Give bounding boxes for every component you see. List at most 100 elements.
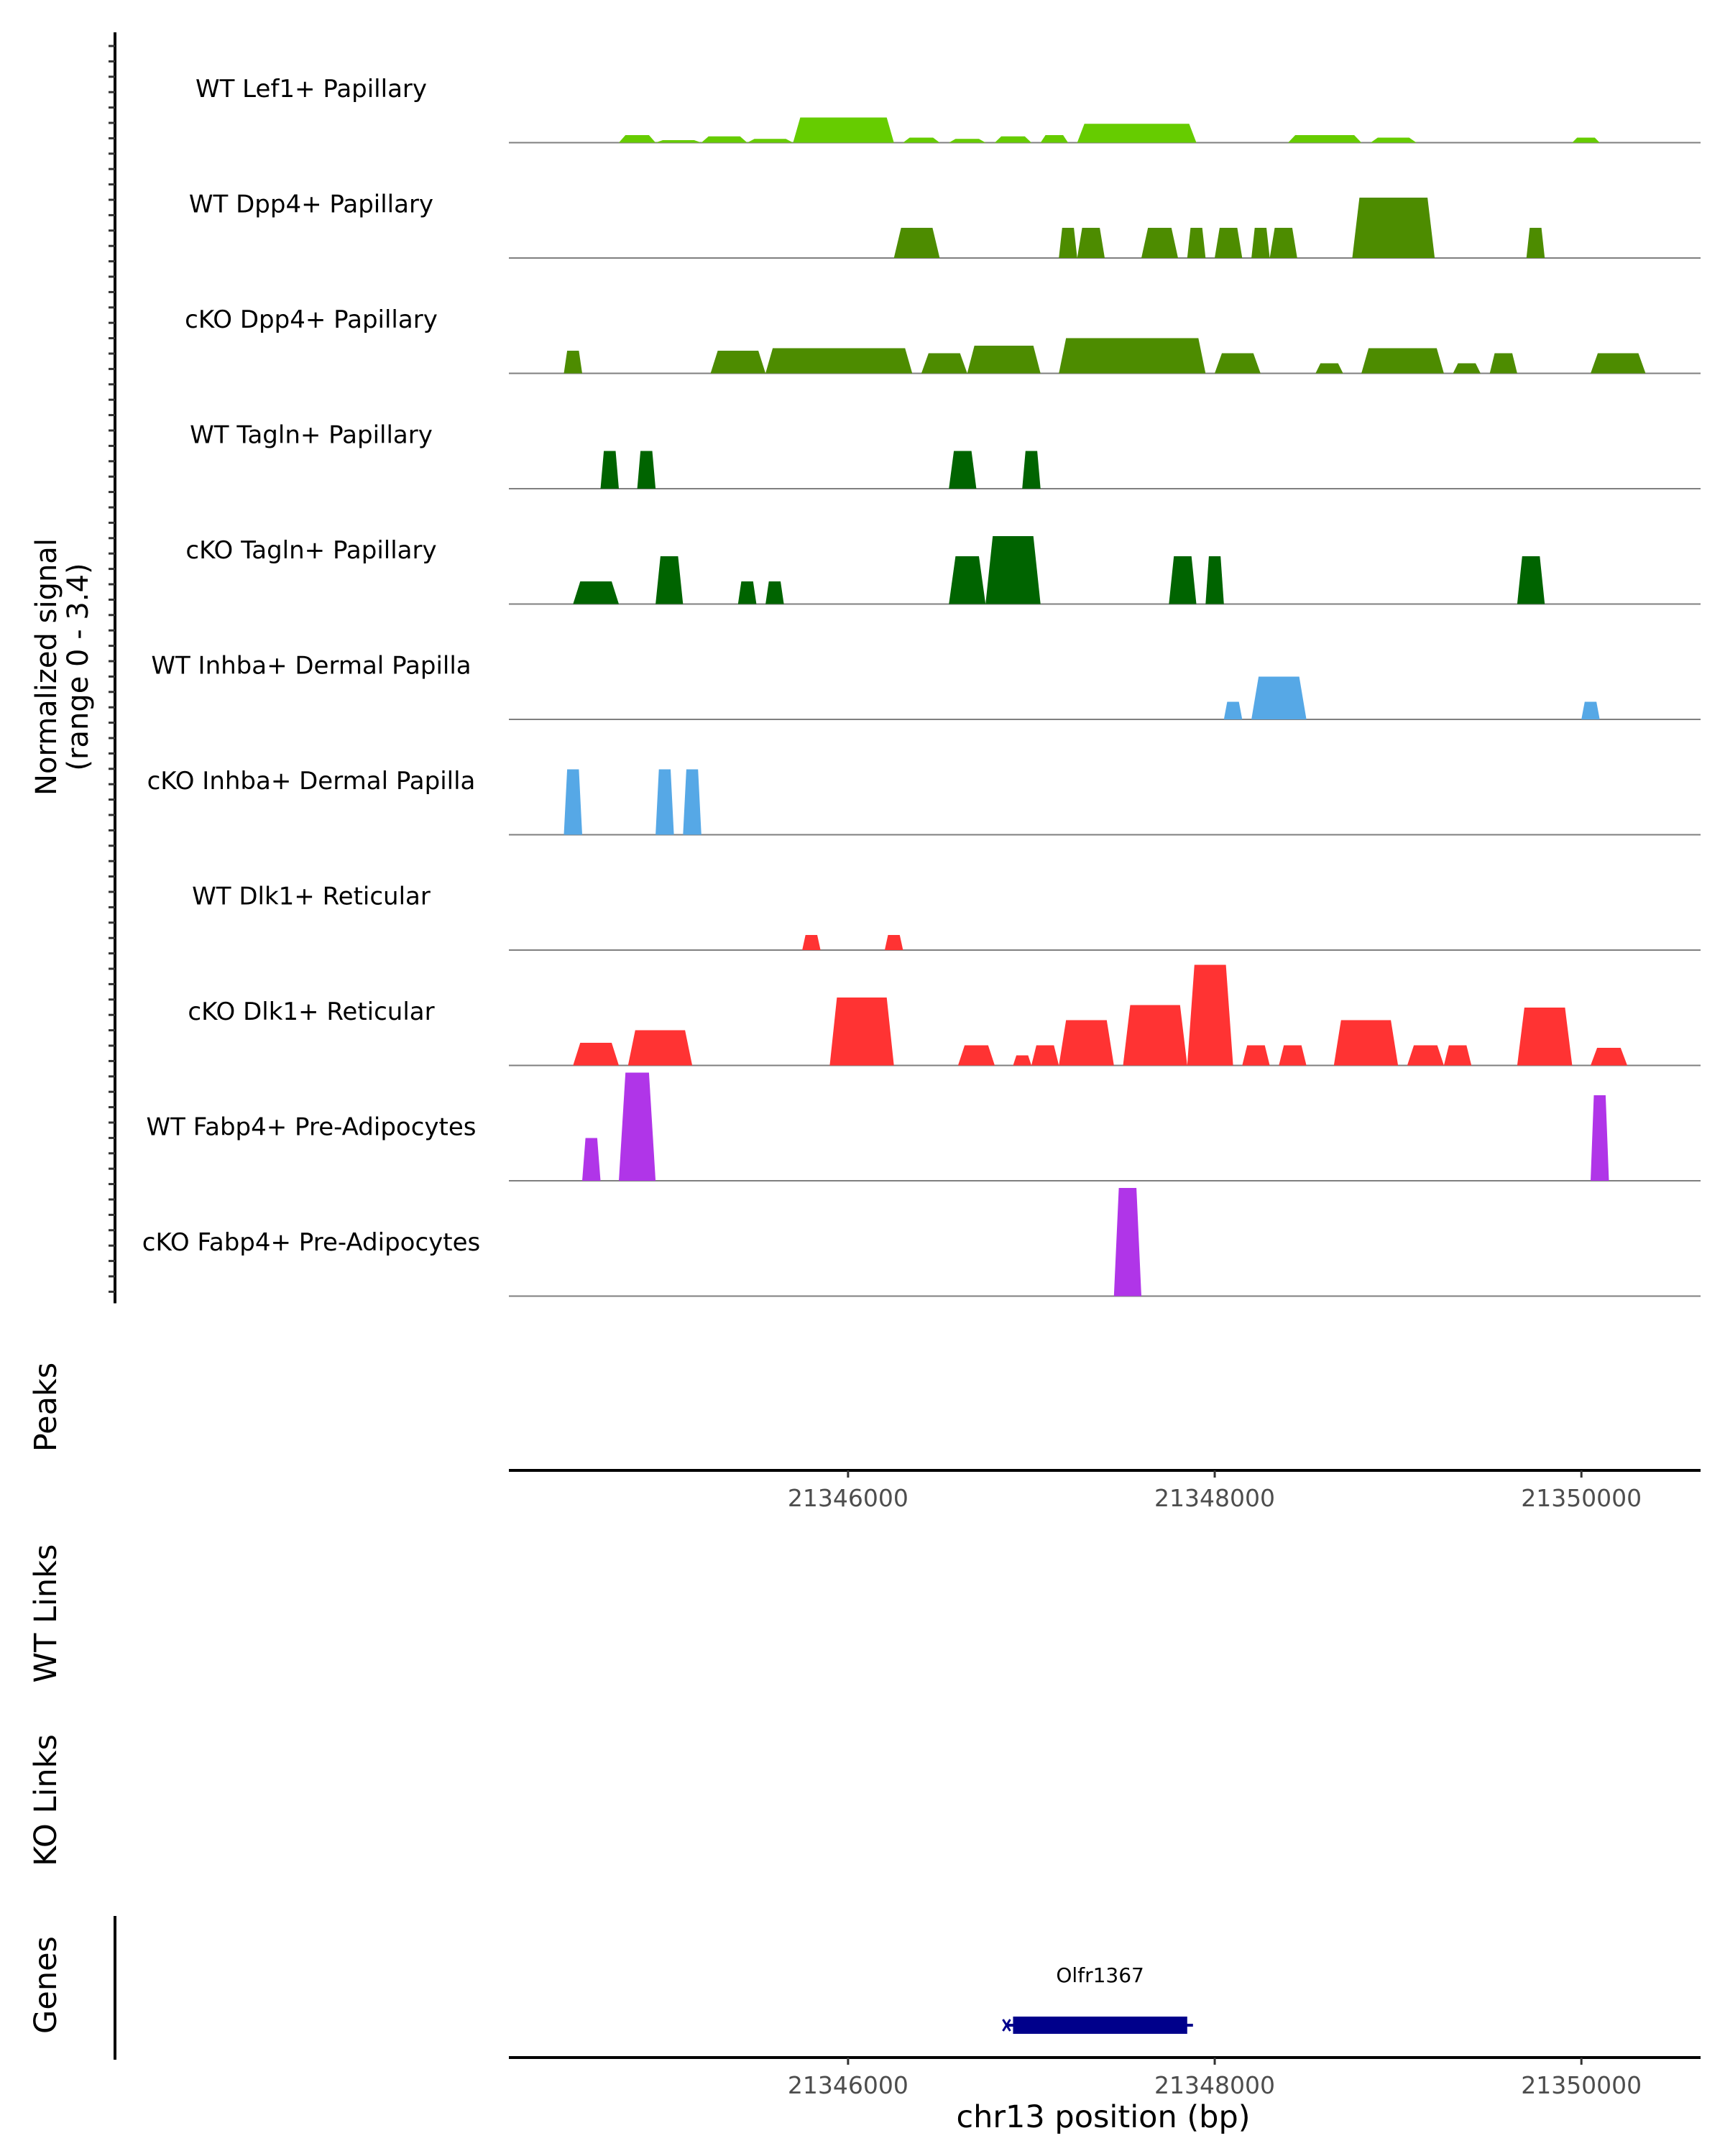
x-tick-label: 21350000 — [1521, 2071, 1642, 2099]
track-8: WT Dlk1+ Reticular — [192, 883, 1701, 951]
coverage-peak — [582, 1138, 601, 1181]
coverage-peak — [573, 581, 619, 604]
coverage-peak — [1279, 1045, 1307, 1066]
coverage-peak — [1572, 137, 1600, 143]
coverage-peak — [1059, 1020, 1114, 1066]
coverage-peak — [995, 136, 1031, 143]
coverage-peak — [637, 451, 656, 489]
track-label: cKO Dlk1+ Reticular — [188, 998, 434, 1026]
coverage-peak — [1269, 228, 1297, 258]
coverage-peak — [893, 228, 940, 258]
coverage-peak — [949, 556, 986, 604]
track-label: WT Inhba+ Dermal Papilla — [151, 652, 471, 681]
coverage-peak — [1581, 701, 1600, 719]
track-label: cKO Dpp4+ Papillary — [185, 305, 438, 334]
coverage-peak — [1251, 228, 1270, 258]
coverage-peak — [573, 1043, 619, 1066]
x-tick-label: 21346000 — [788, 1484, 908, 1512]
coverage-y-axis — [109, 32, 116, 1304]
coverage-peak — [1517, 1008, 1573, 1066]
coverage-peak — [1361, 348, 1444, 374]
coverage-peak — [1013, 1055, 1031, 1066]
gene-label: Olfr1367 — [1056, 1963, 1144, 1987]
coverage-peak — [1251, 676, 1307, 719]
coverage-peak — [1187, 228, 1206, 258]
coverage-peak — [884, 935, 903, 950]
coverage-peak — [1187, 964, 1233, 1066]
coverage-peak — [1169, 556, 1197, 604]
coverage-peak — [1141, 228, 1178, 258]
coverage-peak — [957, 1045, 995, 1066]
track-11: cKO Fabp4+ Pre-Adipocytes — [142, 1188, 1701, 1297]
coverage-peak — [1591, 1095, 1609, 1181]
coverage-peak — [1591, 1048, 1627, 1066]
x-tick-label: 21348000 — [1154, 1484, 1275, 1512]
track-5: cKO Tagln+ Papillary — [185, 536, 1701, 605]
coverage-peak — [1022, 451, 1041, 489]
x-axis-label: chr13 position (bp) — [956, 2099, 1250, 2135]
coverage-peak — [985, 536, 1041, 604]
track-label: cKO Inhba+ Dermal Papilla — [147, 767, 476, 796]
track-2: WT Dpp4+ Papillary — [189, 190, 1701, 259]
coverage-peak — [1223, 701, 1243, 719]
track-9: cKO Dlk1+ Reticular — [188, 964, 1701, 1067]
coverage-peak — [793, 117, 894, 143]
coverage-peak — [1370, 137, 1417, 143]
track-4: WT Tagln+ Papillary — [190, 421, 1701, 489]
coverage-peak — [1453, 363, 1481, 374]
coverage-peak — [1215, 353, 1261, 374]
coverage-peak — [1242, 1045, 1270, 1066]
coverage-peak — [1077, 124, 1197, 143]
coverage-ylabel: Normalized signal — [30, 538, 63, 796]
coverage-peak — [1077, 228, 1105, 258]
coverage-peak — [1059, 338, 1206, 374]
coverage-peak — [600, 451, 619, 489]
track-7: cKO Inhba+ Dermal Papilla — [147, 767, 1701, 836]
track-label: WT Tagln+ Papillary — [190, 421, 433, 450]
coverage-peak — [829, 998, 894, 1066]
coverage-peak — [1215, 228, 1243, 258]
coverage-peak — [564, 769, 582, 835]
coverage-peak — [967, 346, 1041, 374]
coverage-peak — [1205, 556, 1224, 604]
coverage-peak — [656, 769, 674, 835]
coverage-peak — [1315, 363, 1343, 374]
x-tick-label: 21350000 — [1521, 1484, 1642, 1512]
coverage-peak — [903, 137, 940, 143]
coverage-peak — [1123, 1005, 1187, 1066]
coverage-peak — [1517, 556, 1545, 604]
track-10: WT Fabp4+ Pre-Adipocytes — [147, 1072, 1701, 1181]
x-axes: 21346000 21348000 21350000 21346000 21348000… — [509, 1469, 1701, 2099]
coverage-peak — [765, 581, 784, 604]
x-tick-label: 21348000 — [1154, 2071, 1275, 2099]
coverage-peak — [564, 351, 582, 374]
annotation-panels: Peaks WT Links KO Links Genes — [28, 1363, 116, 2060]
coverage-peak — [747, 139, 794, 143]
coverage-peak — [656, 140, 702, 143]
coverage-peak — [802, 935, 821, 950]
track-3: cKO Dpp4+ Papillary — [185, 305, 1701, 374]
coverage-peak — [627, 1030, 693, 1066]
x-tick-label: 21346000 — [788, 2071, 908, 2099]
track-label: WT Dpp4+ Papillary — [189, 190, 433, 219]
coverage-peak — [701, 136, 748, 143]
coverage-peak — [1113, 1188, 1141, 1296]
panel-label-wt-links: WT Links — [28, 1544, 64, 1683]
track-label: cKO Fabp4+ Pre-Adipocytes — [142, 1228, 481, 1257]
track-label: cKO Tagln+ Papillary — [185, 536, 436, 565]
track-label: WT Dlk1+ Reticular — [192, 883, 431, 911]
coverage-peak — [710, 351, 766, 374]
track-6: WT Inhba+ Dermal Papilla — [151, 652, 1701, 720]
coverage-range-label: (range 0 - 3.4) — [62, 563, 95, 770]
coverage-peak — [1352, 198, 1435, 258]
track-1: WT Lef1+ Papillary — [196, 75, 1701, 144]
coverage-peak — [1591, 353, 1646, 374]
coverage-tracks: WT Lef1+ Papillary WT Dpp4+ Papillary cKO … — [142, 75, 1701, 1297]
coverage-peak — [656, 556, 684, 604]
coverage-peak — [1059, 228, 1077, 258]
axis-titles: Normalized signal (range 0 - 3.4) — [30, 538, 95, 796]
coverage-peak — [619, 1072, 656, 1181]
coverage-peak — [921, 353, 967, 374]
coverage-peak — [1040, 135, 1068, 143]
